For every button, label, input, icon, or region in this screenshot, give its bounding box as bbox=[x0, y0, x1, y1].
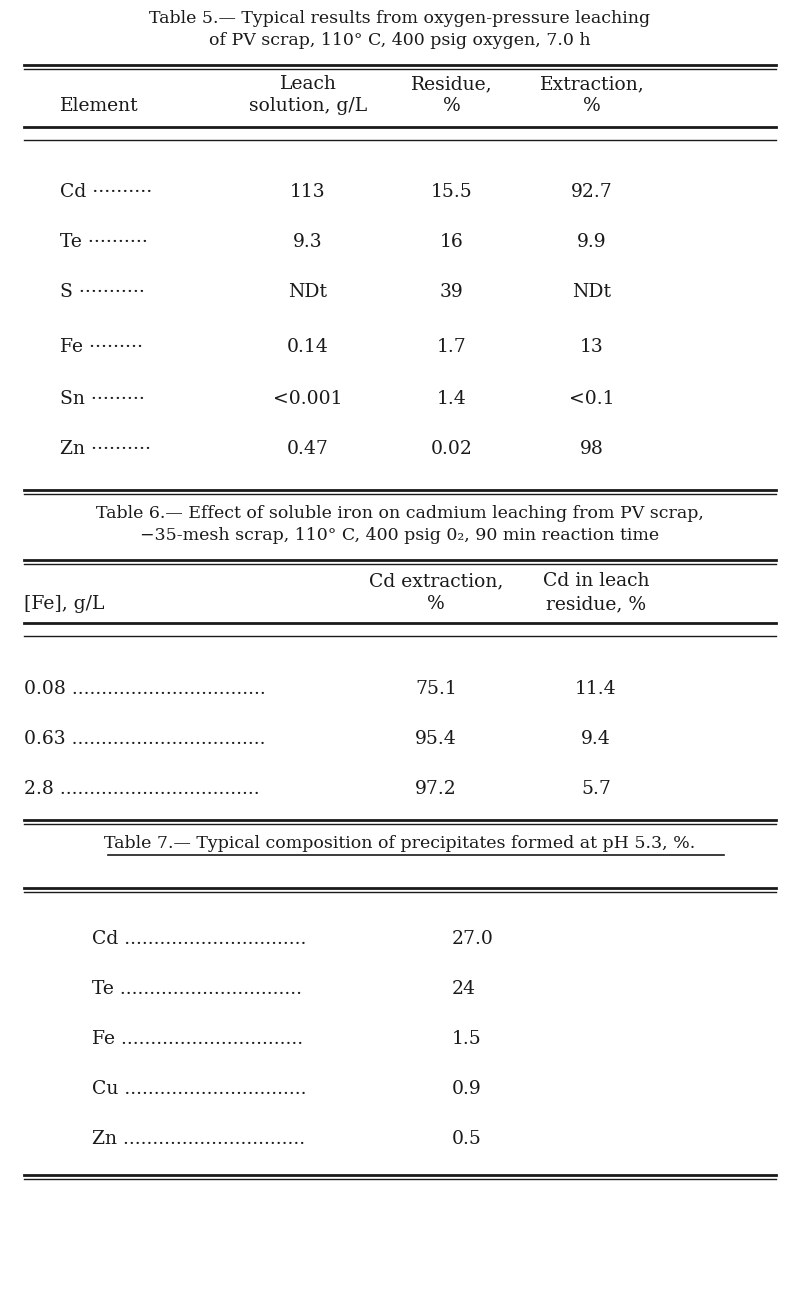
Text: Leach: Leach bbox=[279, 75, 337, 93]
Text: 0.63 .................................: 0.63 ................................. bbox=[24, 730, 266, 748]
Text: Extraction,: Extraction, bbox=[540, 75, 644, 93]
Text: 98: 98 bbox=[580, 440, 604, 458]
Text: %: % bbox=[427, 595, 445, 613]
Text: 24: 24 bbox=[452, 980, 476, 998]
Text: 0.5: 0.5 bbox=[452, 1131, 482, 1148]
Text: 11.4: 11.4 bbox=[575, 680, 617, 698]
Text: 1.4: 1.4 bbox=[437, 390, 467, 407]
Text: 113: 113 bbox=[290, 183, 326, 200]
Text: 9.3: 9.3 bbox=[293, 233, 323, 252]
Text: 5.7: 5.7 bbox=[581, 779, 611, 798]
Text: 15.5: 15.5 bbox=[431, 183, 473, 200]
Text: 2.8 ..................................: 2.8 .................................. bbox=[24, 779, 260, 798]
Text: 39: 39 bbox=[440, 283, 464, 301]
Text: 97.2: 97.2 bbox=[415, 779, 457, 798]
Text: %: % bbox=[583, 97, 601, 115]
Text: Residue,: Residue, bbox=[411, 75, 493, 93]
Text: 9.4: 9.4 bbox=[581, 730, 611, 748]
Text: 0.9: 0.9 bbox=[452, 1079, 482, 1098]
Text: 0.08 .................................: 0.08 ................................. bbox=[24, 680, 266, 698]
Text: residue, %: residue, % bbox=[546, 595, 646, 613]
Text: Sn ·········: Sn ········· bbox=[60, 390, 145, 407]
Text: Zn ··········: Zn ·········· bbox=[60, 440, 151, 458]
Text: 1.7: 1.7 bbox=[437, 338, 467, 356]
Text: [Fe], g/L: [Fe], g/L bbox=[24, 595, 105, 613]
Text: Cd ··········: Cd ·········· bbox=[60, 183, 152, 200]
Text: 95.4: 95.4 bbox=[415, 730, 457, 748]
Text: <0.001: <0.001 bbox=[274, 390, 342, 407]
Text: Zn ...............................: Zn ............................... bbox=[92, 1131, 305, 1148]
Text: 1.5: 1.5 bbox=[452, 1030, 482, 1048]
Text: S ···········: S ··········· bbox=[60, 283, 145, 301]
Text: Cd in leach: Cd in leach bbox=[542, 572, 650, 590]
Text: 0.14: 0.14 bbox=[287, 338, 329, 356]
Text: 9.9: 9.9 bbox=[577, 233, 607, 252]
Text: solution, g/L: solution, g/L bbox=[249, 97, 367, 115]
Text: Te ...............................: Te ............................... bbox=[92, 980, 302, 998]
Text: NDt: NDt bbox=[573, 283, 611, 301]
Text: 0.02: 0.02 bbox=[431, 440, 473, 458]
Text: <0.1: <0.1 bbox=[570, 390, 614, 407]
Text: Cu ...............................: Cu ............................... bbox=[92, 1079, 306, 1098]
Text: 75.1: 75.1 bbox=[415, 680, 457, 698]
Text: Table 5.— Typical results from oxygen-pressure leaching: Table 5.— Typical results from oxygen-pr… bbox=[150, 10, 650, 28]
Text: Fe ...............................: Fe ............................... bbox=[92, 1030, 303, 1048]
Text: −35-mesh scrap, 110° C, 400 psig 0₂, 90 min reaction time: −35-mesh scrap, 110° C, 400 psig 0₂, 90 … bbox=[141, 527, 659, 544]
Text: Element: Element bbox=[60, 97, 138, 115]
Text: Cd extraction,: Cd extraction, bbox=[369, 572, 503, 590]
Text: Fe ·········: Fe ········· bbox=[60, 338, 143, 356]
Text: of PV scrap, 110° C, 400 psig oxygen, 7.0 h: of PV scrap, 110° C, 400 psig oxygen, 7.… bbox=[209, 31, 591, 48]
Text: Table 7.— Typical composition of precipitates formed at pH 5.3, %.: Table 7.— Typical composition of precipi… bbox=[104, 834, 696, 852]
Text: 92.7: 92.7 bbox=[571, 183, 613, 200]
Text: NDt: NDt bbox=[289, 283, 327, 301]
Text: Table 6.— Effect of soluble iron on cadmium leaching from PV scrap,: Table 6.— Effect of soluble iron on cadm… bbox=[96, 504, 704, 521]
Text: Cd ...............................: Cd ............................... bbox=[92, 930, 306, 948]
Text: Te ··········: Te ·········· bbox=[60, 233, 148, 252]
Text: 27.0: 27.0 bbox=[452, 930, 494, 948]
Text: %: % bbox=[443, 97, 461, 115]
Text: 16: 16 bbox=[440, 233, 464, 252]
Text: 13: 13 bbox=[580, 338, 604, 356]
Text: 0.47: 0.47 bbox=[287, 440, 329, 458]
